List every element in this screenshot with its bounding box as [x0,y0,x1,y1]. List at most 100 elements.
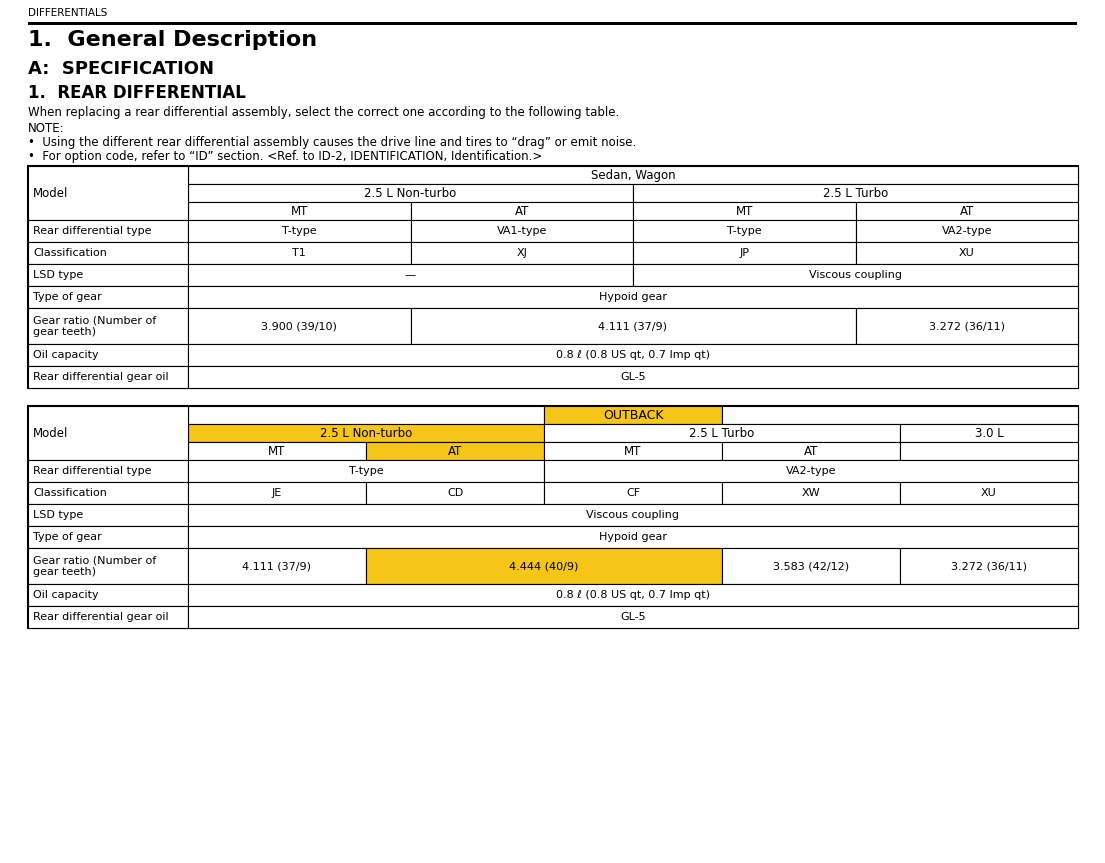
Text: MT: MT [736,205,753,217]
Text: DIFFERENTIALS: DIFFERENTIALS [28,8,107,18]
Text: Classification: Classification [33,248,107,258]
Bar [544,406,722,424]
Bar [28,242,188,264]
Text: Viscous coupling: Viscous coupling [809,270,902,280]
Bar [188,584,1078,606]
Text: XJ: XJ [516,248,527,258]
Text: VA1-type: VA1-type [496,226,547,236]
Bar [544,482,722,504]
Bar [633,202,855,220]
Text: 3.272 (36/11): 3.272 (36/11) [928,321,1004,331]
Bar [28,264,188,286]
Text: Rear differential type: Rear differential type [33,466,151,476]
Bar [188,220,410,242]
Bar [544,460,1078,482]
Bar [722,482,899,504]
Bar [633,184,1078,202]
Bar [188,406,544,424]
Bar [28,548,188,584]
Text: 3.272 (36/11): 3.272 (36/11) [951,561,1027,571]
Bar [188,344,1078,366]
Bar [188,460,544,482]
Bar [28,584,188,606]
Text: XU: XU [959,248,975,258]
Text: OUTBACK: OUTBACK [602,408,663,421]
Bar [633,220,855,242]
Text: AT: AT [803,444,818,457]
Bar [28,366,188,388]
Text: 2.5 L Non-turbo: 2.5 L Non-turbo [319,426,412,439]
Text: VA2-type: VA2-type [786,466,836,476]
Text: CD: CD [446,488,463,498]
Text: CF: CF [625,488,640,498]
Text: LSD type: LSD type [33,510,83,520]
Text: 1.  General Description: 1. General Description [28,30,317,50]
Text: 4.444 (40/9): 4.444 (40/9) [509,561,579,571]
Bar [366,548,722,584]
Text: AT: AT [959,205,974,217]
Bar [188,286,1078,308]
Text: When replacing a rear differential assembly, select the correct one according to: When replacing a rear differential assem… [28,106,619,119]
Bar [188,482,366,504]
Text: 2.5 L Non-turbo: 2.5 L Non-turbo [365,186,456,199]
Bar [28,286,188,308]
Bar [188,184,633,202]
Bar [28,526,188,548]
Bar [188,548,366,584]
Bar [544,424,899,442]
Text: T-type: T-type [727,226,761,236]
Bar [544,442,722,460]
Text: A:  SPECIFICATION: A: SPECIFICATION [28,60,214,78]
Bar [899,482,1078,504]
Bar [28,220,188,242]
Text: •  For option code, refer to “ID” section. <Ref. to ID-2, IDENTIFICATION, Identi: • For option code, refer to “ID” section… [28,150,543,163]
Text: 3.583 (42/12): 3.583 (42/12) [772,561,849,571]
Bar [855,308,1078,344]
Bar [410,202,633,220]
Text: 4.111 (37/9): 4.111 (37/9) [599,321,667,331]
Text: JE: JE [272,488,282,498]
Text: VA2-type: VA2-type [941,226,992,236]
Text: MT: MT [624,444,642,457]
Text: 0.8 ℓ (0.8 US qt, 0.7 Imp qt): 0.8 ℓ (0.8 US qt, 0.7 Imp qt) [556,590,711,600]
Bar [410,242,633,264]
Text: GL-5: GL-5 [620,372,645,382]
Text: Classification: Classification [33,488,107,498]
Text: Hypoid gear: Hypoid gear [599,532,667,542]
Bar [188,202,410,220]
Text: AT: AT [515,205,529,217]
Bar [28,166,188,220]
Bar [410,220,633,242]
Text: T-type: T-type [282,226,316,236]
Text: Rear differential gear oil: Rear differential gear oil [33,372,169,382]
Bar [28,406,188,460]
Bar [28,166,1078,388]
Text: Sedan, Wagon: Sedan, Wagon [591,168,675,181]
Text: AT: AT [448,444,462,457]
Text: Model: Model [33,186,69,199]
Bar [188,442,366,460]
Bar [188,526,1078,548]
Text: Rear differential gear oil: Rear differential gear oil [33,612,169,622]
Bar [188,366,1078,388]
Text: Viscous coupling: Viscous coupling [587,510,680,520]
Bar [855,202,1078,220]
Bar [633,264,1078,286]
Text: JP: JP [739,248,749,258]
Text: T-type: T-type [349,466,383,476]
Text: XW: XW [802,488,820,498]
Bar [28,606,188,628]
Bar [28,22,1077,25]
Bar [722,548,899,584]
Bar [188,242,410,264]
Text: 4.111 (37/9): 4.111 (37/9) [242,561,312,571]
Text: GL-5: GL-5 [620,612,645,622]
Text: —: — [404,270,417,280]
Text: 3.0 L: 3.0 L [975,426,1003,439]
Text: •  Using the different rear differential assembly causes the drive line and tire: • Using the different rear differential … [28,136,636,149]
Bar [899,424,1078,442]
Text: Gear ratio (Number of
gear teeth): Gear ratio (Number of gear teeth) [33,555,156,576]
Text: Hypoid gear: Hypoid gear [599,292,667,302]
Bar [188,424,544,442]
Text: MT: MT [291,205,308,217]
